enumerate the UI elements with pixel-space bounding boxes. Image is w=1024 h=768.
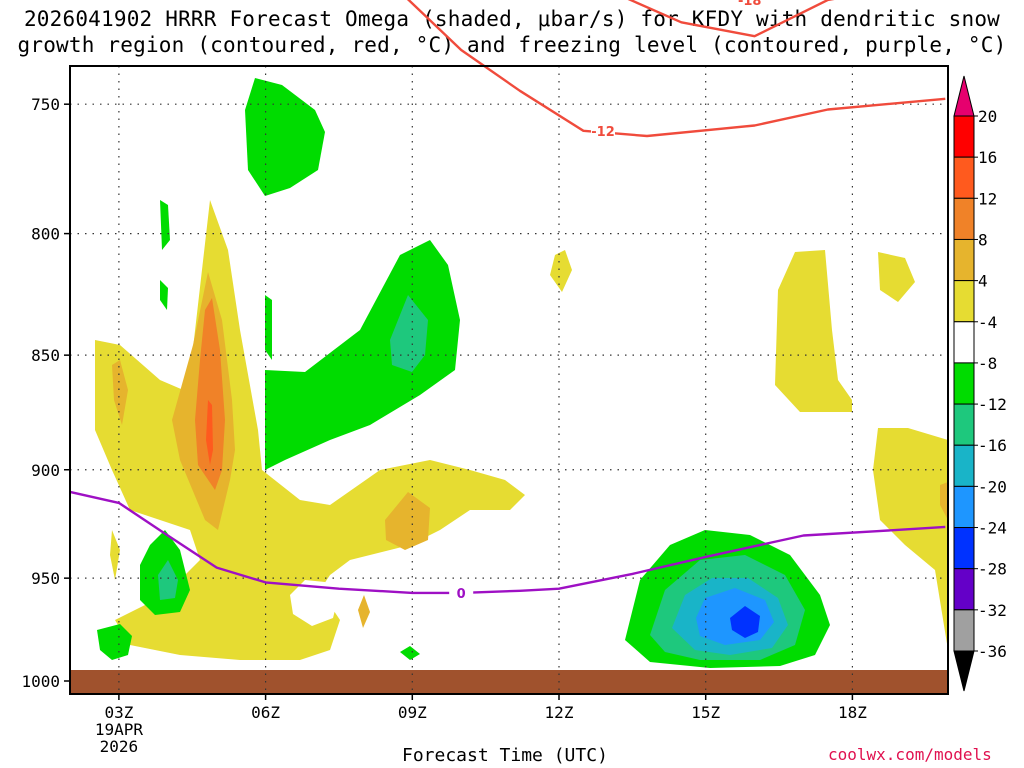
- colorbar-label: -12: [978, 395, 1007, 414]
- ground-band: [70, 670, 948, 694]
- omega-region-8-12: [112, 360, 128, 425]
- omega-region-8-12: [358, 595, 370, 628]
- chart-title-line1: 2026041902 HRRR Forecast Omega (shaded, …: [23, 7, 1001, 31]
- contour-label-bg: [449, 583, 474, 600]
- y-axis-ticks: 2503003504004505005506006507007508008509…: [21, 95, 70, 691]
- colorbar-label: -20: [978, 477, 1007, 496]
- colorbar-label: 16: [978, 148, 997, 167]
- x-tick-label: 03Z: [104, 703, 133, 722]
- colorbar: 20 16 12 8 4 -4 -8 -12 -16 -20 -24 -28 -32 -36: [953, 75, 1007, 692]
- contour-label-bg: [737, 0, 762, 7]
- colorbar-label: 4: [978, 272, 988, 291]
- colorbar-label: 20: [978, 107, 997, 126]
- omega-region-minus8-minus12: [158, 560, 178, 600]
- y-tick-label: 900: [31, 461, 60, 480]
- colorbar-swatch: [953, 403, 975, 446]
- colorbar-label: 12: [978, 189, 997, 208]
- y-tick-label: 750: [31, 95, 60, 114]
- colorbar-label: -28: [978, 560, 1007, 579]
- colorbar-label: -24: [978, 519, 1007, 538]
- x-tick-date: 19APR: [95, 720, 144, 739]
- chart-title-line2: growth region (contoured, red, °C) and f…: [17, 33, 1007, 57]
- contour-line: [406, 0, 946, 138]
- colorbar-label: -4: [978, 313, 997, 332]
- x-tick-label: 18Z: [838, 703, 867, 722]
- x-axis-label: Forecast Time (UTC): [402, 745, 608, 766]
- y-tick-label: 1000: [21, 672, 60, 691]
- colorbar-swatch: [953, 197, 975, 240]
- y-tick-label: 850: [31, 346, 60, 365]
- omega-region-4-8: [878, 252, 915, 302]
- colorbar-swatch: [953, 115, 975, 158]
- omega-region-minus4-minus8: [400, 646, 420, 660]
- colorbar-swatch: [953, 362, 975, 405]
- contour-label: 0: [457, 587, 466, 602]
- omega-region-4-8: [110, 530, 120, 580]
- temperature-contours: -18-120-12: [69, 0, 946, 602]
- omega-region-16-20: [206, 400, 213, 465]
- omega-region-minus8-minus12: [390, 295, 428, 372]
- omega-region-minus4-minus8: [265, 295, 272, 360]
- colorbar-swatch: [953, 280, 975, 323]
- credit-link[interactable]: coolwx.com/models: [828, 745, 992, 764]
- omega-region-minus4-minus8: [97, 624, 132, 660]
- omega-region-12-16: [195, 298, 225, 490]
- contour-label: -18: [738, 0, 762, 9]
- omega-region-minus4-minus8: [160, 280, 168, 310]
- colorbar-swatch: [953, 527, 975, 570]
- colorbar-extension-bottom: [953, 650, 975, 692]
- colorbar-swatch: [953, 485, 975, 529]
- y-tick-label: 950: [31, 569, 60, 588]
- colorbar-swatch: [953, 444, 975, 487]
- contour-label-bg: [591, 121, 616, 138]
- colorbar-swatch: [953, 238, 975, 282]
- x-tick-label: 12Z: [545, 703, 574, 722]
- omega-region-4-8: [873, 428, 948, 650]
- x-tick-label: 15Z: [691, 703, 720, 722]
- x-tick-label: 09Z: [398, 703, 427, 722]
- colorbar-label: -16: [978, 436, 1007, 455]
- colorbar-label: -8: [978, 354, 997, 373]
- colorbar-label: 8: [978, 230, 988, 249]
- contour-line: [69, 490, 946, 595]
- omega-region-calm: [290, 580, 338, 626]
- x-tick-label: 06Z: [251, 703, 280, 722]
- omega-region-4-8: [775, 250, 852, 412]
- omega-region-minus20-minus24: [730, 606, 760, 638]
- contour-label: -12: [591, 125, 615, 140]
- y-tick-label: 800: [31, 225, 60, 244]
- omega-region-8-12: [940, 482, 948, 520]
- omega-region-8-12: [385, 492, 430, 550]
- colorbar-swatch: [953, 321, 975, 364]
- colorbar-swatch: [953, 609, 975, 652]
- colorbar-swatch: [953, 568, 975, 611]
- omega-field: [95, 78, 948, 668]
- contour-line: [627, 0, 835, 38]
- colorbar-swatch: [953, 156, 975, 199]
- colorbar-label: -36: [978, 642, 1007, 661]
- omega-region-4-8: [550, 250, 572, 292]
- plot-frame: [69, 65, 949, 695]
- colorbar-extension-top: [953, 75, 975, 117]
- chart-title: 2026041902 HRRR Forecast Omega (shaded, …: [0, 6, 1024, 58]
- omega-region-minus4-minus8: [245, 78, 325, 196]
- colorbar-label: -32: [978, 601, 1007, 620]
- x-tick-year: 2026: [100, 737, 139, 756]
- omega-region-minus4-minus8: [160, 200, 170, 250]
